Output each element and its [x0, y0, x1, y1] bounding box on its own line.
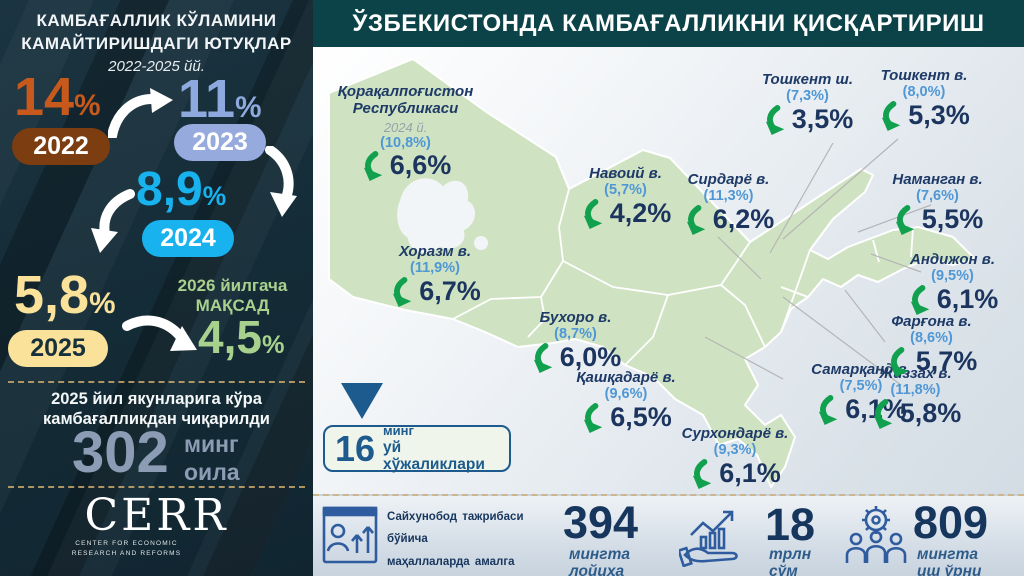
region-label-karakalpakstan: Қорақалпоғистон Республикаси 2024 й. (10…: [323, 83, 488, 181]
year-pill-2023: 2023: [174, 124, 266, 161]
sidebar: КАМБАҒАЛЛИК КЎЛАМИНИ КАМАЙТИРИШДАГИ ЮТУҚ…: [0, 0, 313, 576]
decrease-arrow-icon: [583, 198, 602, 229]
aral-sea: [397, 178, 475, 254]
white-curved-arrow-icon: [91, 189, 135, 253]
country-outline: [328, 58, 976, 488]
stat-2025-value: 5,8%: [14, 265, 116, 325]
jobs-number: 809: [913, 497, 989, 548]
year-pill-2024: 2024: [142, 220, 234, 257]
decrease-arrow-icon: [393, 276, 412, 307]
jobs-unit: мингта иш ўрни: [917, 546, 982, 576]
region-label-samarkand: Самарқанд в. (7,5%) 6,1%: [811, 361, 911, 425]
dashed-divider: [8, 486, 305, 488]
decrease-arrow-icon: [363, 150, 382, 181]
white-curved-arrow-icon: [122, 315, 197, 351]
result-number: 302: [72, 420, 169, 485]
microprojects-icon: [322, 506, 378, 564]
decrease-arrow-icon: [819, 394, 838, 425]
year-pill-2022: 2022: [12, 128, 110, 165]
jobs-gear-people-icon: [845, 506, 907, 563]
region-label-khorezm: Хоразм в. (11,9%) 6,7%: [375, 243, 495, 307]
households-unit: минг уй хўжаликлари: [383, 423, 485, 473]
households-callout: 16 минг уй хўжаликлари: [323, 423, 511, 473]
cerr-logo-subtext: CENTER FOR ECONOMIC RESEARCH AND REFORMS: [71, 540, 182, 557]
decrease-arrow-icon: [882, 100, 901, 131]
hand-chart-icon: [679, 510, 738, 567]
sidebar-title: КАМБАҒАЛЛИК КЎЛАМИНИ КАМАЙТИРИШДАГИ ЮТУҚ…: [0, 10, 313, 56]
cerr-logo: CERR CENTER FOR ECONOMIC RESEARCH AND RE…: [0, 494, 313, 559]
decrease-arrow-icon: [889, 346, 908, 377]
result-text-line2: камбағалликдан чиқарилди: [43, 410, 270, 428]
stat-target-value: 4,5%: [198, 311, 285, 363]
year-pill-2025: 2025: [8, 330, 108, 367]
decrease-arrow-icon: [765, 104, 784, 135]
region-label-fergana: Фарғона в. (8,6%) 5,7%: [869, 313, 994, 377]
footer-stats-bar: Сайхунобод тажрибаси бўйича маҳаллаларда…: [313, 494, 1024, 576]
result-unit: минг оила: [184, 431, 240, 486]
sidebar-subtitle: 2022-2025 йй.: [108, 58, 205, 75]
decrease-arrow-icon: [533, 342, 552, 373]
uzbekistan-map: [328, 58, 976, 488]
microprojects-number: 394: [563, 497, 639, 548]
decrease-arrow-icon: [873, 398, 892, 429]
cerr-logo-text: CERR: [84, 490, 229, 541]
page-title: ЎЗБЕКИСТОНДА КАМБАҒАЛЛИКНИ ҚИСҚАРТИРИШ: [352, 9, 985, 37]
region-label-jizzakh: Жиззах в. (11,8%) 5,8%: [853, 365, 978, 429]
target-label: 2026 йилгача МАҚСАД: [177, 276, 288, 316]
region-label-andijan: Андижон в. (9,5%) 6,1%: [885, 251, 1020, 315]
decrease-arrow-icon: [910, 284, 929, 315]
decrease-arrow-icon: [686, 204, 705, 235]
stat-2023-value: 11%: [178, 69, 262, 129]
region-label-navoi: Навоий в. (5,7%) 4,2%: [558, 165, 693, 229]
microprojects-unit: мингта лойиҳа: [569, 546, 630, 576]
funding-unit: трлн сўм: [769, 546, 812, 576]
region-label-syrdarya: Сирдарё в. (11,3%) 6,2%: [671, 171, 786, 235]
year-note: 2024 й.: [383, 119, 428, 135]
leader-lines: [704, 138, 932, 386]
white-curved-arrow-icon: [265, 146, 297, 217]
lake: [474, 236, 488, 250]
households-number: 16: [335, 427, 376, 469]
stat-2022-value: 14%: [14, 67, 101, 127]
blue-down-triangle-icon: [341, 383, 383, 419]
decrease-arrow-icon: [584, 402, 603, 433]
region-label-surkhandarya: Сурхондарё в. (9,3%) 6,1%: [681, 425, 789, 489]
dashed-divider: [8, 381, 305, 383]
map-area: Қорақалпоғистон Республикаси 2024 й. (10…: [313, 47, 1024, 494]
result-text-line1: 2025 йил якунларига кўра: [51, 390, 262, 408]
funding-number: 18: [765, 499, 816, 550]
region-label-namangan: Наманган в. (7,6%) 5,5%: [892, 171, 984, 235]
microprojects-description: Сайхунобод тажрибаси бўйича маҳаллаларда…: [387, 511, 524, 568]
region-label-kashkadarya: Қашқадарё в. (9,6%) 6,5%: [576, 369, 676, 433]
region-label-tashkent-city: Тошкент ш. (7,3%) 3,5%: [761, 71, 854, 135]
decrease-arrow-icon: [693, 458, 712, 489]
white-curved-arrow-icon: [108, 88, 173, 138]
sidebar-title-line1: КАМБАҒАЛЛИК КЎЛАМИНИ: [36, 11, 277, 30]
region-borders: [452, 156, 914, 366]
stat-2024-value: 8,9%: [136, 163, 227, 216]
region-label-tashkent-region: Тошкент в. (8,0%) 5,3%: [859, 67, 989, 131]
header-bar: ЎЗБЕКИСТОНДА КАМБАҒАЛЛИКНИ ҚИСҚАРТИРИШ: [313, 0, 1024, 47]
decrease-arrow-icon: [895, 204, 914, 235]
sidebar-title-line2: КАМАЙТИРИШДАГИ ЮТУҚЛАР: [21, 33, 292, 53]
region-label-bukhara: Бухоро в. (8,7%) 6,0%: [508, 309, 643, 373]
